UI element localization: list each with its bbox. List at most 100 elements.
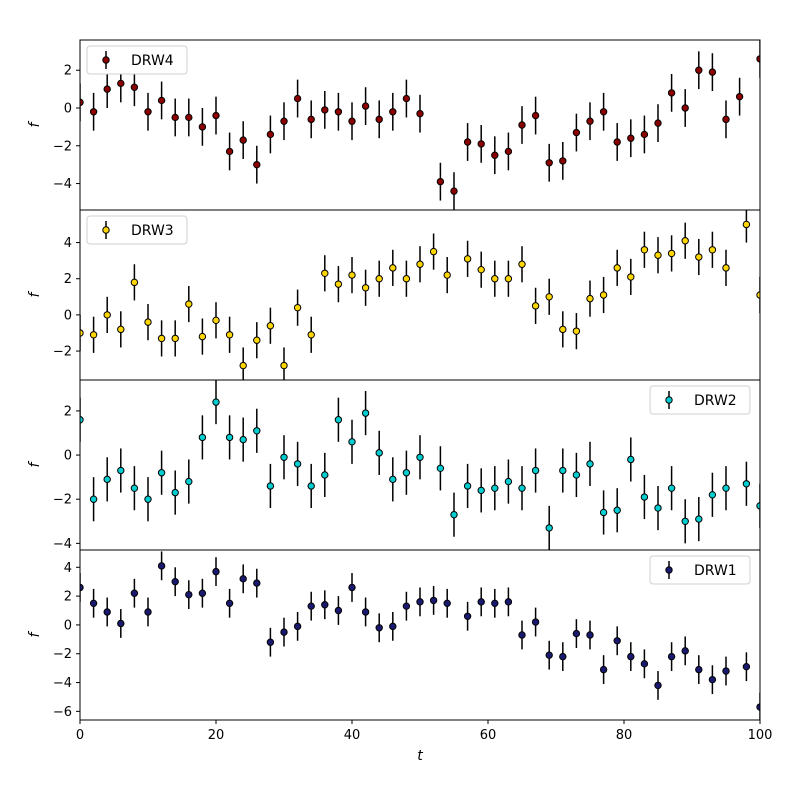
data-point	[307, 331, 315, 339]
data-point	[599, 665, 608, 674]
legend-label: DRW1	[694, 563, 737, 579]
data-point	[375, 624, 383, 632]
data-point	[334, 108, 343, 116]
data-point	[531, 111, 540, 120]
data-point	[171, 488, 179, 497]
x-tick-label: 0	[76, 728, 84, 743]
data-point	[239, 575, 247, 583]
x-tick-label: 40	[344, 728, 361, 743]
data-point	[667, 89, 676, 97]
data-point	[681, 237, 689, 245]
data-point	[613, 138, 621, 146]
data-point	[348, 271, 356, 279]
data-point	[436, 177, 445, 186]
data-point	[348, 438, 356, 446]
data-point	[545, 651, 553, 659]
data-point	[157, 334, 166, 343]
data-point	[389, 108, 397, 116]
y-tick-label: −4	[53, 676, 72, 691]
data-point	[375, 115, 383, 124]
data-point	[375, 275, 383, 283]
data-point	[545, 524, 553, 532]
data-point	[117, 79, 125, 88]
data-point	[171, 334, 179, 343]
data-point	[477, 486, 485, 495]
data-point	[627, 273, 635, 281]
data-point	[157, 469, 166, 477]
data-point	[667, 249, 676, 258]
data-point	[708, 491, 717, 499]
data-point	[144, 608, 152, 616]
data-point	[463, 612, 472, 620]
data-point	[389, 264, 397, 272]
data-point	[667, 484, 676, 492]
data-point	[89, 599, 98, 608]
data-point	[402, 275, 411, 283]
data-point	[477, 265, 485, 274]
x-tick-label: 80	[616, 728, 633, 743]
data-point	[742, 220, 751, 229]
data-point	[463, 138, 472, 146]
data-point	[559, 466, 567, 475]
data-point	[212, 398, 220, 406]
panel-frame	[79, 549, 761, 721]
data-point	[477, 598, 485, 606]
data-point	[117, 619, 125, 628]
data-point	[402, 602, 411, 610]
x-tick-label: 60	[480, 728, 497, 743]
data-point	[307, 602, 315, 610]
series-drw1	[80, 551, 760, 720]
data-point	[654, 119, 662, 127]
legend-marker	[102, 226, 110, 234]
data-point	[185, 477, 193, 486]
data-point	[416, 598, 424, 606]
data-point	[450, 510, 458, 519]
data-point	[735, 92, 744, 101]
data-point	[361, 284, 370, 292]
legend: DRW3	[86, 215, 188, 245]
data-point	[742, 662, 751, 671]
data-point	[640, 130, 649, 139]
data-point	[654, 681, 662, 690]
data-point	[491, 599, 499, 608]
data-point	[321, 471, 329, 479]
data-point	[681, 647, 689, 655]
data-point	[504, 275, 513, 283]
data-point	[402, 469, 411, 477]
data-point	[559, 325, 567, 334]
data-point	[334, 280, 343, 288]
data-point	[436, 464, 445, 473]
x-tick-label: 100	[748, 728, 773, 743]
data-point	[491, 484, 499, 492]
y-tick-label: −6	[53, 705, 72, 720]
y-axis-label: f	[27, 630, 43, 637]
data-point	[640, 660, 649, 668]
data-point	[416, 453, 424, 461]
data-point	[416, 260, 424, 268]
data-point	[321, 106, 329, 114]
y-axis-label: f	[27, 460, 43, 467]
data-point	[253, 427, 261, 435]
data-point	[627, 652, 635, 661]
data-point	[89, 108, 98, 116]
data-point	[599, 291, 608, 299]
data-point	[545, 159, 553, 167]
data-point	[613, 637, 621, 645]
series-drw2	[80, 380, 760, 550]
y-tick-label: 0	[64, 618, 72, 633]
data-point	[144, 318, 152, 326]
data-point	[280, 628, 288, 636]
data-point	[348, 117, 356, 125]
series-drw3	[80, 210, 760, 380]
data-point	[708, 68, 717, 76]
data-point	[640, 246, 649, 254]
data-point	[361, 102, 370, 110]
data-point	[572, 629, 581, 638]
data-point	[695, 515, 703, 523]
data-point	[239, 435, 247, 444]
data-point	[708, 246, 717, 254]
data-point	[722, 264, 730, 272]
data-point	[144, 495, 152, 503]
